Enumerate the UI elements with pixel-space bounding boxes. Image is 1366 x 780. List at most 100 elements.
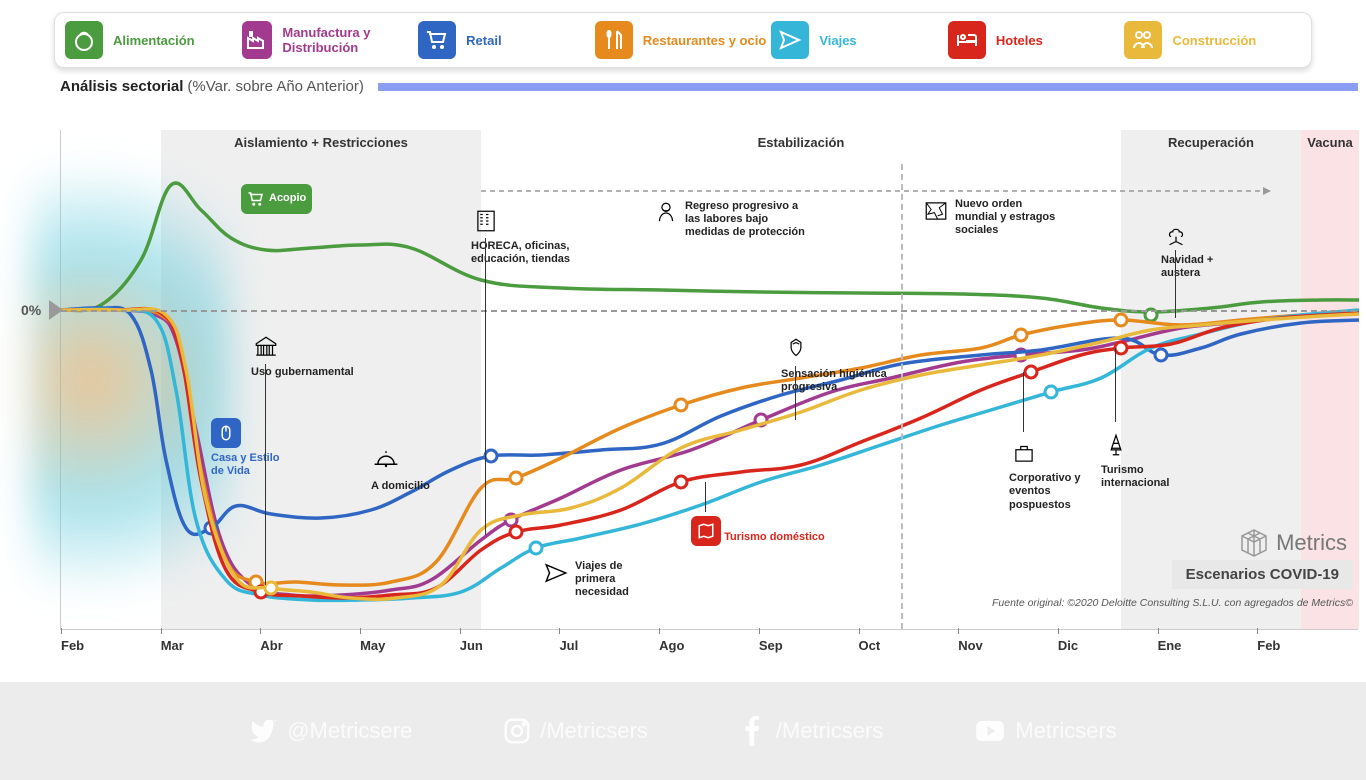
series-marker [485,450,497,462]
annotation-acopio: Acopio [241,184,312,214]
cart-icon [418,21,456,59]
annotation-icon [781,336,811,362]
annotation-gobierno: Uso gubernamental [251,334,354,379]
x-tick: Ago [659,638,759,653]
annotation-icon [921,198,951,224]
series-marker [510,472,522,484]
legend-label: Hoteles [996,33,1043,48]
x-tick: Feb [1257,638,1357,653]
x-tick: Jul [559,638,659,653]
chart-subtitle: (%Var. sobre Año Anterior) [187,78,363,95]
series-marker [1115,342,1127,354]
basket-icon [247,190,265,208]
legend-label: Manufactura y Distribución [282,25,418,55]
x-tick: Sep [759,638,859,653]
chart-title-row: Análisis sectorial (%Var. sobre Año Ante… [60,78,1366,95]
annotation-sensacion: Sensación higiénica progresiva [781,336,891,395]
annotation-icon [251,334,281,360]
workers-icon [1124,21,1162,59]
series-marker [675,476,687,488]
annotation-domicilio: A domicilio [371,448,430,493]
mouse-icon [217,424,235,442]
tomato-icon [65,21,103,59]
series-marker [1015,329,1027,341]
annotation-icon [651,200,681,226]
annotation-icon [371,448,401,474]
x-tick: Oct [859,638,959,653]
x-tick: Abr [260,638,360,653]
facebook-icon [738,716,768,746]
twitter-icon [249,716,279,746]
zero-line [61,310,1357,312]
food-icon [595,21,633,59]
x-axis: FebMarAbrMayJunJulAgoSepOctNovDicEneFeb [61,638,1357,653]
annotation-line [1115,348,1116,422]
chart-area: VacunaRecuperaciónEstabilizaciónAislamie… [60,130,1358,630]
legend-item: Construcción [1124,21,1301,59]
annotation-casa: Casa y Estilo de Vida [211,418,281,478]
annotation-line [1023,372,1024,432]
legend-item: Manufactura y Distribución [242,21,419,59]
scenario-box: Escenarios COVID-19 [1172,560,1353,589]
title-accent-bar [378,83,1358,91]
twitter-handle: @Metricsere [249,716,412,746]
annotation-line [1175,250,1176,318]
zero-label: 0% [21,302,41,318]
legend-label: Construcción [1172,33,1256,48]
chart-title: Análisis sectorial [60,78,183,95]
source-text: Fuente original: ©2020 Deloitte Consulti… [992,597,1353,609]
annotation-turismo_int: Turismo internacional [1101,432,1191,491]
legend-label: Viajes [819,33,856,48]
annotation-line [705,482,706,512]
x-tick: Ene [1158,638,1258,653]
series-marker [265,582,277,594]
annotation-viajes_primera: Viajes de primera necesidad [541,560,665,600]
x-tick: Feb [61,638,161,653]
bed-icon [948,21,986,59]
legend-bar: Alimentación Manufactura y Distribución Re… [54,12,1312,68]
series-marker [1025,366,1037,378]
factory-icon [242,21,273,59]
instagram-handle: /Metricsers [502,716,648,746]
facebook-handle: /Metricsers [738,716,884,746]
brand-text: Metrics [1276,530,1347,556]
series-marker [1045,386,1057,398]
x-tick: Jun [460,638,560,653]
youtube-icon [973,716,1007,746]
annotation-navidad: Navidad + austera [1161,222,1241,281]
legend-item: Retail [418,21,595,59]
series-marker [1155,349,1167,361]
x-tick: Nov [958,638,1058,653]
annotation-line [485,238,486,535]
legend-item: Alimentación [65,21,242,59]
series-marker [1115,314,1127,326]
annotation-horeca: HORECA, oficinas, educación, tiendas [471,208,581,267]
footer: @Metricsere /Metricsers /Metricsers Metr… [0,682,1366,780]
annotation-regreso: Regreso progresivo a las labores bajo me… [651,200,815,240]
annotation-line [795,366,796,420]
annotation-corporativo: Corporativo y eventos pospuestos [1009,440,1109,512]
x-tick: Dic [1058,638,1158,653]
legend-item: Hoteles [948,21,1125,59]
series-marker [510,526,522,538]
legend-label: Retail [466,33,501,48]
instagram-icon [502,716,532,746]
plane-icon [771,21,809,59]
map-icon [697,522,715,540]
annotation-turismo_dom: Turismo doméstico [691,516,825,546]
annotation-icon [1009,440,1039,466]
legend-label: Restaurantes y ocio [643,33,767,48]
series-marker [675,399,687,411]
legend-label: Alimentación [113,33,195,48]
cube-icon [1238,527,1270,559]
phase-separator [901,164,903,629]
youtube-handle: Metricsers [973,716,1116,746]
legend-item: Restaurantes y ocio [595,21,772,59]
annotation-icon [1161,222,1191,248]
x-tick: May [360,638,460,653]
series-marker [530,542,542,554]
x-tick: Mar [161,638,261,653]
legend-item: Viajes [771,21,948,59]
annotation-icon [541,560,571,586]
annotation-nuevo_orden: Nuevo orden mundial y estragos sociales [921,198,1065,238]
